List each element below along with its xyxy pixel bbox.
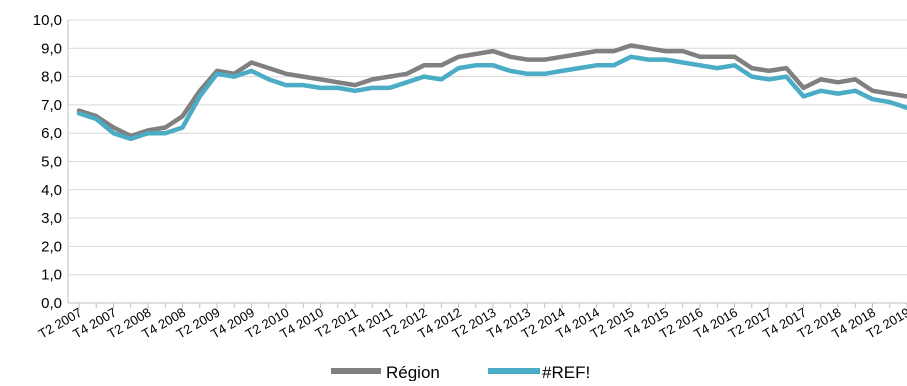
y-tick-label: 4,0	[41, 182, 62, 199]
legend: Région #REF!	[331, 363, 590, 382]
y-tick-label: 7,0	[41, 97, 62, 114]
axes	[67, 20, 907, 308]
y-tick-label: 9,0	[41, 40, 62, 57]
y-tick-label: 3,0	[41, 210, 62, 227]
legend-label-region: Région	[386, 363, 440, 381]
series-lines	[76, 43, 907, 142]
y-tick-label: 2,0	[41, 238, 62, 255]
y-tick-label: 0,0	[41, 295, 62, 312]
y-tick-label: 5,0	[41, 154, 62, 171]
y-tick-label: 8,0	[41, 69, 62, 86]
gridlines	[68, 19, 907, 304]
series-line-1	[76, 54, 907, 142]
series-line-0	[76, 43, 907, 139]
y-tick-label: 1,0	[41, 267, 62, 284]
y-tick-label: 10,0	[33, 12, 62, 29]
y-tick-label: 6,0	[41, 125, 62, 142]
legend-label-ref: #REF!	[542, 363, 590, 381]
y-tick-labels: 0,0 1,0 2,0 3,0 4,0 5,0 6,0 7,0 8,0 9,0 10,0	[33, 12, 62, 312]
